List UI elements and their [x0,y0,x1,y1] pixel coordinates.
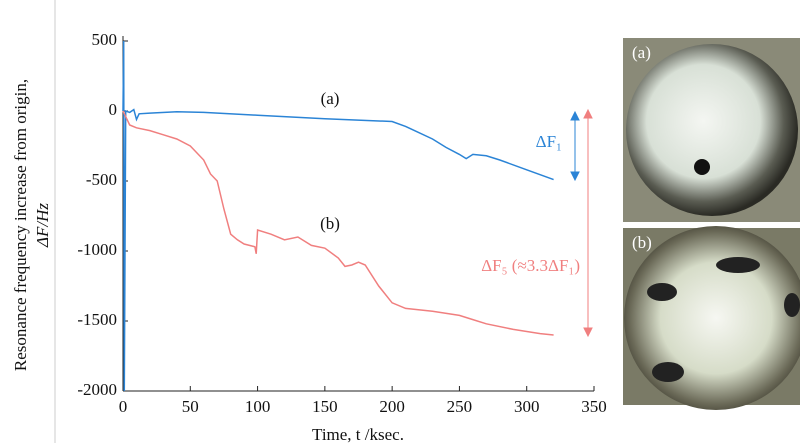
x-label: Time, t /ksec. [312,425,404,443]
photo-label: (a) [632,43,651,62]
annotation: ΔF₁ [536,132,562,151]
photo-label: (b) [632,233,652,252]
series-line [122,40,554,392]
x-tick-label: 300 [514,397,540,416]
y-tick-label: 0 [109,100,118,119]
x-tick-label: 150 [312,397,338,416]
photo: (a) [623,38,800,222]
x-tick-label: 50 [182,397,199,416]
series-label: (b) [320,214,340,233]
annotation: ΔF₅ (≈3.3ΔF₁) [481,256,580,275]
arrow [570,110,580,182]
x-tick-label: 0 [119,397,128,416]
y-tick-label: -500 [86,170,117,189]
y-label: ΔF/Hz [33,203,52,248]
series-line [122,110,554,336]
y-tick-label: -1500 [77,310,117,329]
y-tick-label: 500 [92,30,118,49]
x-tick-label: 100 [245,397,271,416]
y-tick-label: -2000 [77,380,117,399]
x-tick-label: 350 [581,397,607,416]
x-tick-label: 250 [447,397,473,416]
arrow [583,108,593,338]
y-label: Resonance frequency increase from origin… [11,79,30,371]
y-tick-label: -1000 [77,240,117,259]
x-tick-label: 200 [379,397,405,416]
photo: (b) [623,226,800,410]
series-label: (a) [321,89,340,108]
